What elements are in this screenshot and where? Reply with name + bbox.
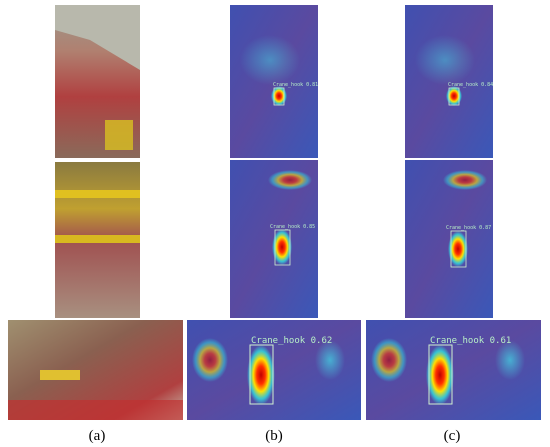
- photo-structure: [105, 120, 133, 150]
- panel-label: (b): [265, 428, 283, 444]
- detection-box: [450, 230, 467, 268]
- heat-spot: [371, 338, 407, 382]
- heat-spot: [268, 170, 312, 190]
- detection-box: [273, 87, 285, 106]
- detection-box: [448, 87, 460, 106]
- heat-spot: [272, 229, 292, 265]
- photo-ground: [55, 5, 140, 70]
- detection-label: Crane_hook 0.87: [446, 225, 491, 231]
- panel-label: (c): [444, 428, 461, 444]
- detection-label: Crane_hook 0.62: [251, 336, 332, 346]
- heat-spot: [415, 35, 475, 85]
- detection-box: [274, 229, 291, 266]
- heat-spot: [240, 35, 300, 85]
- detection-label: Crane_hook 0.84: [448, 82, 493, 88]
- photo-structure: [8, 400, 183, 420]
- photo-beam: [55, 235, 140, 243]
- panel-label: (a): [89, 428, 106, 444]
- heatmap-column-c: [366, 5, 541, 420]
- detection-box: [428, 344, 453, 405]
- heat-spot: [446, 86, 462, 106]
- heat-spot: [271, 86, 287, 106]
- heat-spot: [192, 338, 228, 382]
- heat-spot: [495, 340, 525, 380]
- detection-label: Crane_hook 0.81: [273, 82, 318, 88]
- photo-beam: [55, 190, 140, 198]
- photo-structure: [40, 370, 80, 380]
- detection-label: Crane_hook 0.85: [270, 224, 315, 230]
- heat-spot: [247, 345, 275, 405]
- heatmap-column-b: [187, 5, 361, 420]
- detection-label: Crane_hook 0.61: [430, 336, 511, 346]
- heat-spot: [443, 170, 487, 190]
- detection-box: [249, 344, 274, 405]
- heat-spot: [448, 231, 468, 267]
- heat-spot: [315, 340, 345, 380]
- heat-spot: [426, 345, 454, 405]
